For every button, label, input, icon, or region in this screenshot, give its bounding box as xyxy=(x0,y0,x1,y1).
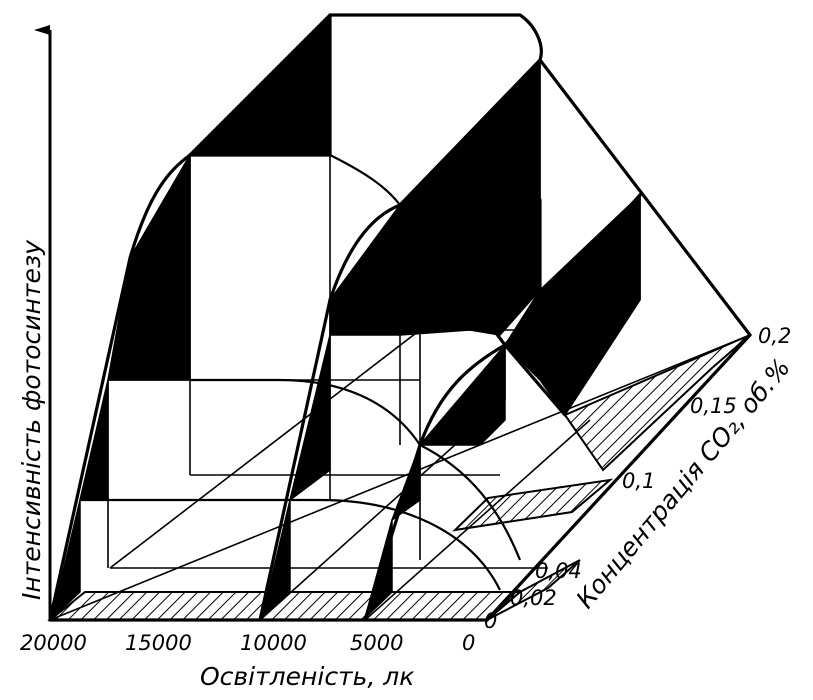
shaded-face-6 xyxy=(329,204,401,336)
z-tick-label: 0 xyxy=(484,609,497,633)
x-tick-label: 15000 xyxy=(125,631,192,655)
hatched-base-strips xyxy=(47,334,751,621)
x-tick-label: 0 xyxy=(462,631,475,655)
shaded-face-10 xyxy=(261,499,291,619)
shaded-face-2 xyxy=(107,154,191,381)
shaded-faces xyxy=(51,14,641,619)
hatched-strip-right-mid xyxy=(452,478,614,532)
hatched-strip-right-low xyxy=(486,559,581,621)
shaded-face-4 xyxy=(399,199,541,336)
curve-inner-4 xyxy=(419,444,522,561)
curve-co2-0-1 xyxy=(258,58,542,622)
shaded-face-12 xyxy=(289,334,331,501)
curve-co2-0-04 xyxy=(363,193,642,622)
z-tick-label: 0,2 xyxy=(758,324,791,348)
shaded-face-7 xyxy=(419,344,506,446)
x-axis-ticks: 20000 15000 10000 5000 0 xyxy=(20,631,475,655)
shaded-face-8 xyxy=(79,379,109,501)
shaded-face-9 xyxy=(51,499,81,619)
surface-curves xyxy=(48,13,752,622)
x-axis-title: Освітленість, лк xyxy=(200,662,414,691)
curve-inner-2 xyxy=(190,378,421,446)
hatched-strip-right-high xyxy=(563,334,751,472)
z-axis-ticks: 0 0,02 0,04 0,1 0,15 0,2 xyxy=(484,324,791,633)
y-axis-title: Інтенсивність фотосинтезу xyxy=(17,239,46,600)
curve-inner-1 xyxy=(329,154,401,206)
x-tick-label: 5000 xyxy=(350,631,403,655)
z-tick-label: 0,02 xyxy=(510,586,557,610)
x-tick-label: 10000 xyxy=(240,631,307,655)
x-tick-label: 20000 xyxy=(20,631,87,655)
z-tick-label: 0,15 xyxy=(690,394,737,418)
z-tick-label: 0,1 xyxy=(622,469,655,493)
z-tick-label: 0,04 xyxy=(535,559,582,583)
curve-inner-3 xyxy=(80,498,501,591)
